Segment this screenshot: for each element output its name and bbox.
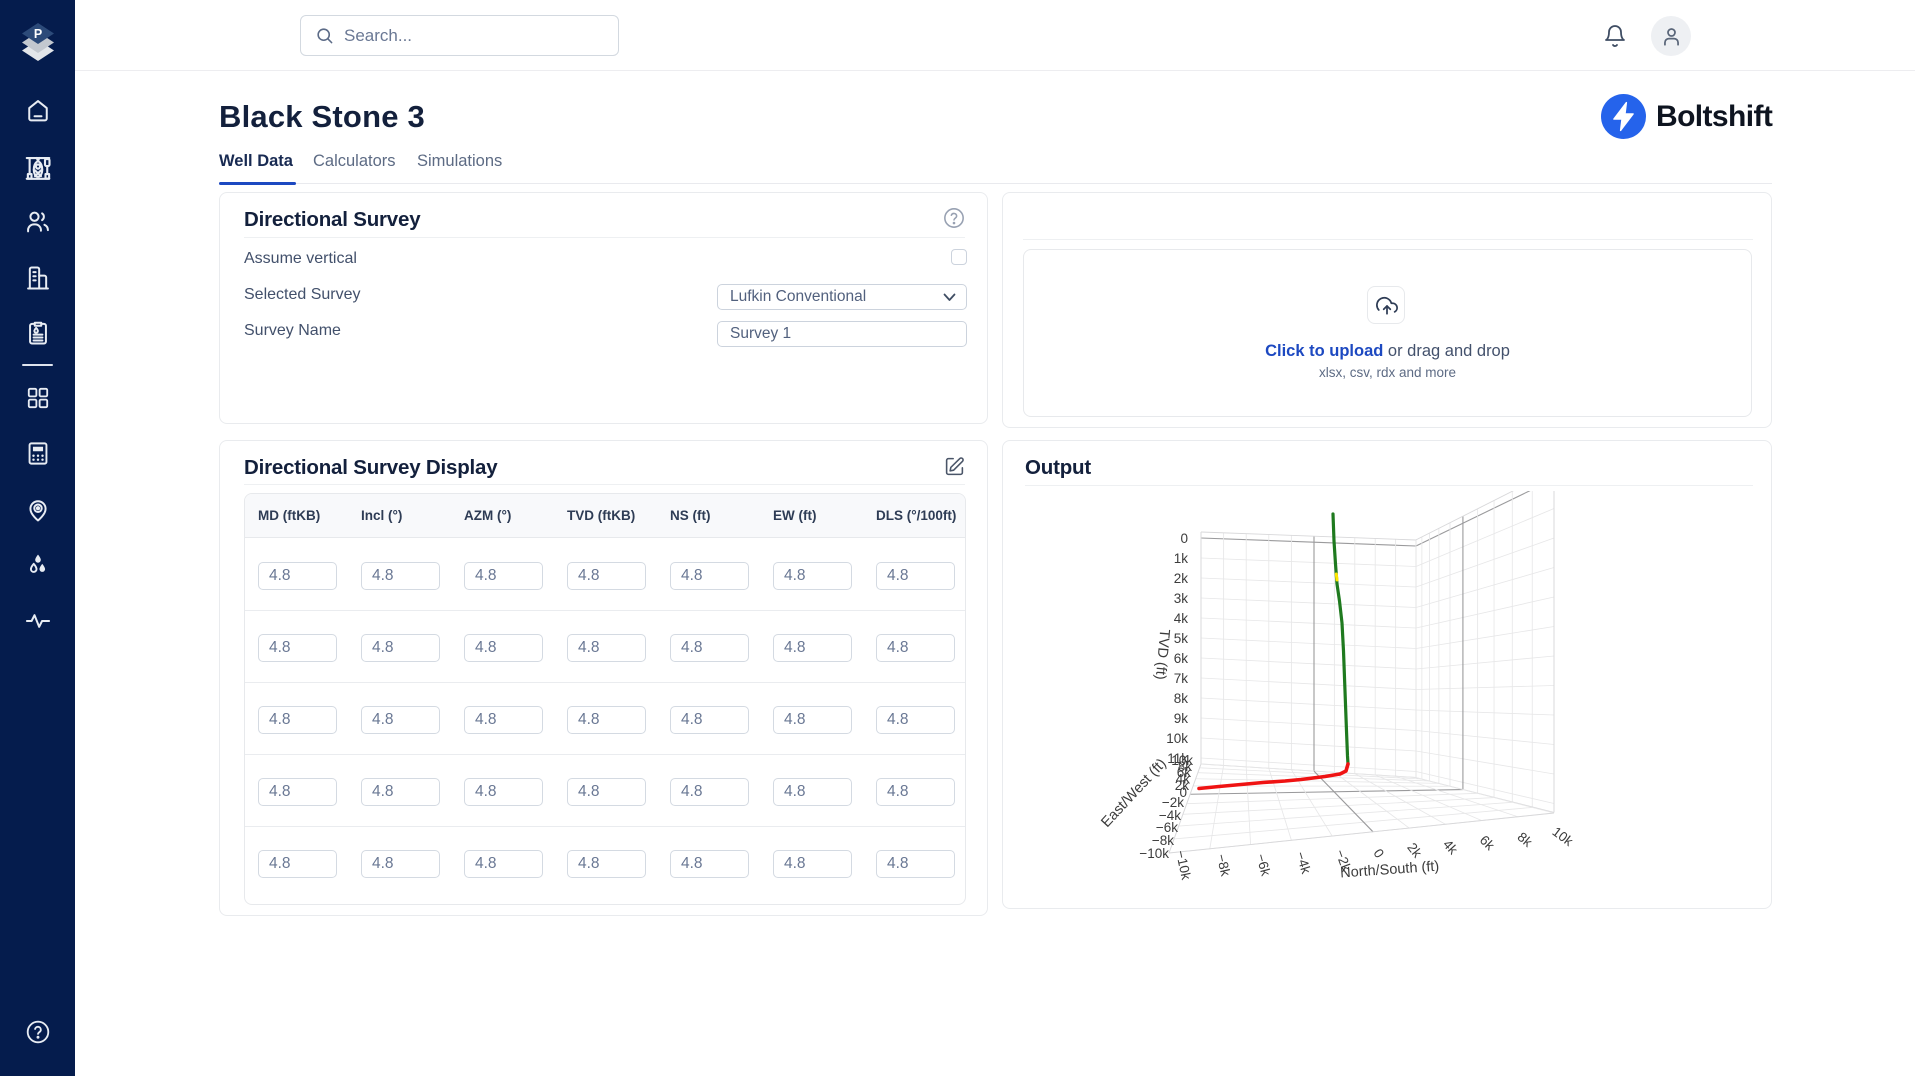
svg-text:−10k: −10k (1139, 846, 1169, 861)
svg-text:6k: 6k (1477, 832, 1498, 853)
svg-text:0: 0 (1180, 531, 1188, 546)
svg-text:4k: 4k (1440, 837, 1461, 858)
svg-text:P: P (33, 27, 41, 41)
svg-text:−8k: −8k (1152, 833, 1174, 848)
svg-text:6k: 6k (1174, 651, 1189, 666)
svg-text:−4k: −4k (1293, 850, 1314, 876)
svg-text:10k: 10k (1171, 753, 1193, 768)
svg-text:−10k: −10k (1173, 849, 1194, 881)
svg-text:North/South (ft): North/South (ft) (1340, 859, 1440, 882)
svg-text:4k: 4k (1176, 772, 1191, 787)
svg-text:11k: 11k (1167, 751, 1188, 766)
svg-text:9k: 9k (1174, 711, 1189, 726)
svg-text:8k: 8k (1174, 691, 1189, 706)
svg-text:6k: 6k (1177, 765, 1192, 780)
svg-text:−2k: −2k (1162, 795, 1184, 810)
svg-text:−4k: −4k (1159, 808, 1181, 823)
svg-text:3k: 3k (1174, 591, 1189, 606)
svg-text:−8k: −8k (1214, 853, 1234, 878)
svg-text:2k: 2k (1174, 571, 1189, 586)
svg-text:5k: 5k (1174, 631, 1189, 646)
svg-text:1k: 1k (1174, 551, 1189, 566)
svg-text:2k: 2k (1404, 840, 1425, 861)
svg-text:0: 0 (1370, 846, 1387, 861)
svg-text:7k: 7k (1174, 671, 1189, 686)
svg-text:0: 0 (1179, 785, 1187, 800)
svg-text:8k: 8k (1178, 759, 1193, 774)
svg-text:2k: 2k (1175, 778, 1190, 793)
svg-text:TVD (ft): TVD (ft) (1152, 628, 1172, 680)
svg-text:−2k: −2k (1332, 847, 1354, 873)
svg-text:10k: 10k (1549, 824, 1576, 849)
svg-text:8k: 8k (1515, 829, 1536, 850)
svg-text:−6k: −6k (1156, 820, 1178, 835)
svg-text:−6k: −6k (1253, 852, 1273, 878)
svg-text:10k: 10k (1166, 731, 1188, 746)
svg-text:4k: 4k (1174, 611, 1189, 626)
